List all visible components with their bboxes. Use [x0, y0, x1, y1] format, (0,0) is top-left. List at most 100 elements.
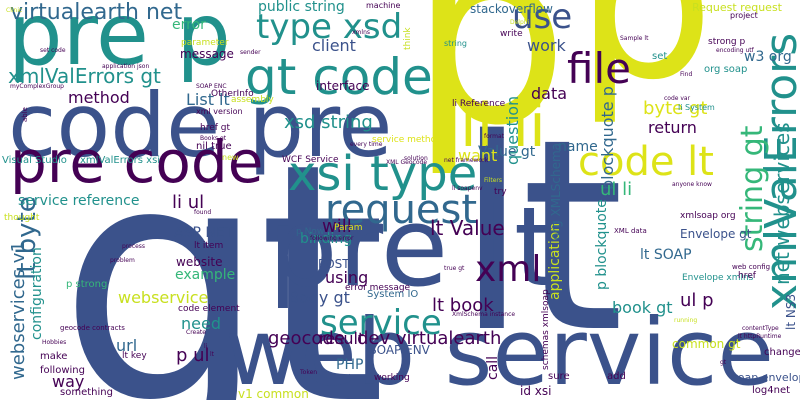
word: myComplexGroup	[10, 83, 64, 90]
word: type xsd	[256, 7, 403, 47]
word: request	[325, 187, 478, 233]
word: process	[122, 243, 146, 250]
word: gt code	[245, 48, 433, 106]
word: ul li	[600, 179, 633, 200]
word: nil true	[196, 141, 232, 152]
word: lt SOAP	[640, 247, 692, 263]
word: service reference	[18, 193, 140, 209]
word: net framework	[444, 157, 489, 164]
word: lt book	[432, 295, 494, 316]
word: common gt	[672, 337, 741, 351]
word: p ul	[176, 345, 210, 366]
word: add	[607, 371, 626, 382]
word: log4net	[752, 385, 791, 396]
word: lt key	[122, 351, 147, 361]
word: xsd string	[284, 112, 373, 133]
word: Value gt	[478, 144, 536, 160]
word: SOAP ENC	[196, 83, 227, 90]
word: Create	[186, 329, 206, 336]
word: url	[116, 336, 138, 355]
word: p	[575, 0, 715, 128]
word: true gt	[444, 265, 465, 272]
word: write	[500, 29, 523, 39]
word: contentType	[742, 325, 779, 332]
word: file	[567, 44, 631, 93]
word: need	[181, 314, 221, 333]
word: stackoverflow	[470, 2, 553, 16]
word: WCF Service	[282, 155, 339, 165]
word: service method	[372, 135, 442, 145]
word: example	[175, 267, 236, 283]
word: System IO	[367, 289, 419, 300]
word: xmlValErrors gt	[8, 64, 161, 88]
word: li	[204, 343, 208, 350]
word: web service	[225, 299, 775, 400]
word: href	[738, 271, 756, 281]
word: ASP NET	[174, 225, 234, 241]
word: li Reference	[452, 99, 506, 109]
word: lt	[455, 83, 625, 391]
word: string	[444, 39, 467, 48]
word: li ul	[172, 192, 205, 213]
word: p Now	[296, 227, 325, 237]
word: geocode	[268, 328, 345, 349]
word: p	[410, 0, 569, 180]
word: net webservices	[770, 122, 794, 285]
word: working	[374, 373, 410, 383]
word: pre lt	[268, 183, 557, 311]
word: able	[21, 107, 29, 122]
word: work	[527, 36, 566, 55]
word: thought	[4, 213, 40, 223]
word: SOAP ENV	[369, 343, 430, 357]
word: geocode contracts	[60, 324, 125, 332]
word: new	[222, 153, 239, 162]
word: lt NS3	[784, 293, 798, 330]
word: name	[558, 139, 598, 155]
word: Request request	[692, 1, 782, 14]
word: v1 common	[238, 387, 309, 400]
word: Envelope gt	[680, 227, 752, 241]
word: client	[312, 36, 356, 55]
word: org soap	[704, 64, 748, 75]
word: code pre	[8, 74, 393, 177]
word: li li	[460, 91, 546, 161]
word: pre code	[10, 128, 264, 196]
word: xsi type	[288, 146, 478, 202]
word: lt Value	[430, 216, 505, 240]
word: POST	[318, 257, 350, 271]
word: soap envelope	[732, 371, 800, 384]
word: found	[194, 209, 212, 216]
word: make	[40, 351, 68, 362]
word: parameter	[181, 38, 229, 48]
word: blockquote p	[598, 86, 617, 190]
word: set	[652, 51, 668, 62]
word: XmlSchema instance	[452, 311, 516, 318]
word: p strong	[66, 279, 108, 290]
word: OtherInfo	[211, 89, 254, 99]
word: Body gt	[288, 288, 350, 307]
word: problem	[110, 257, 135, 264]
word: format	[484, 133, 505, 140]
word: li System	[678, 103, 715, 112]
word: running	[674, 317, 698, 324]
word: interface	[316, 79, 370, 93]
word: XML Geocode	[386, 159, 428, 166]
word: error	[172, 17, 206, 33]
word: byte gt	[643, 98, 708, 119]
word: using	[325, 268, 369, 287]
word: solution	[404, 155, 428, 162]
word: think	[403, 27, 413, 50]
word: error message	[345, 283, 411, 293]
word: assembly	[231, 95, 274, 105]
word: webservices v1	[8, 241, 29, 380]
word: lt item	[194, 241, 224, 251]
word: XML data	[614, 227, 647, 235]
word: set code	[40, 47, 66, 54]
word: w3 org	[744, 49, 792, 65]
word: Filters	[484, 177, 502, 184]
word: configuration	[29, 247, 45, 340]
word: book gt	[612, 298, 673, 317]
word: code lt	[578, 139, 714, 185]
word: virtualearth net	[10, 0, 183, 25]
word: following error	[310, 235, 354, 242]
